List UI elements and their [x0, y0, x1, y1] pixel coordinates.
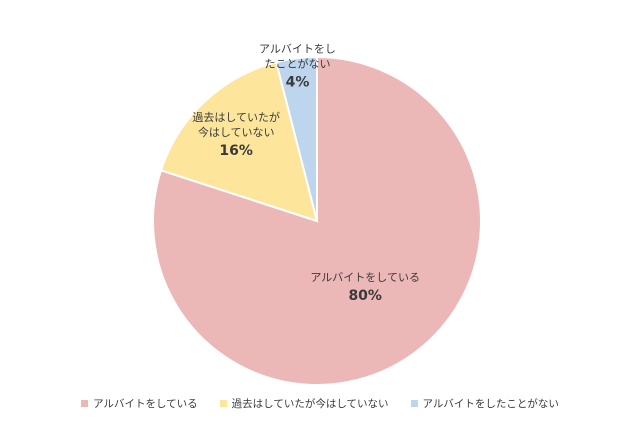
data-label-never-category-line-1: アルバイトをし: [259, 42, 336, 55]
pie-slices: [152, 55, 482, 386]
slice-working: [152, 55, 482, 386]
legend-swatch-working: [81, 400, 89, 407]
legend: アルバイトをしている 過去はしていたが今はしていない アルバイトをしたことがない: [0, 396, 640, 411]
legend-swatch-past: [219, 400, 227, 407]
legend-label-past: 過去はしていたが今はしていない: [231, 398, 389, 410]
data-label-never-percent: 4%: [286, 74, 310, 90]
legend-swatch-never: [410, 400, 418, 407]
slice-never: [274, 55, 318, 222]
legend-item-past: 過去はしていたが今はしていない: [219, 396, 389, 411]
data-label-working-category-line-1: アルバイトをしている: [310, 271, 420, 284]
pie-data-labels: アルバイトをしている 80% 過去はしていたが今はしていない 16% アルバイトをしたこ…: [192, 42, 420, 303]
data-label-past: 過去はしていたが今はしていない 16%: [192, 110, 280, 159]
data-label-past-category-line-2: 今はしていない: [198, 125, 275, 139]
data-label-working: アルバイトをしている 80%: [310, 271, 420, 304]
legend-label-never: アルバイトをしたことがない: [422, 398, 559, 410]
data-label-never-category-line-2: たことがない: [264, 56, 330, 70]
data-label-working-percent: 80%: [348, 288, 382, 304]
data-label-never: アルバイトをしたことがない 4%: [259, 42, 336, 90]
slice-past: [159, 60, 319, 223]
data-label-past-percent: 16%: [219, 143, 253, 159]
legend-item-never: アルバイトをしたことがない: [410, 396, 559, 411]
data-label-past-category-line-1: 過去はしていたが: [192, 110, 280, 124]
legend-item-working: アルバイトをしている: [81, 396, 198, 411]
legend-label-working: アルバイトをしている: [93, 398, 198, 410]
